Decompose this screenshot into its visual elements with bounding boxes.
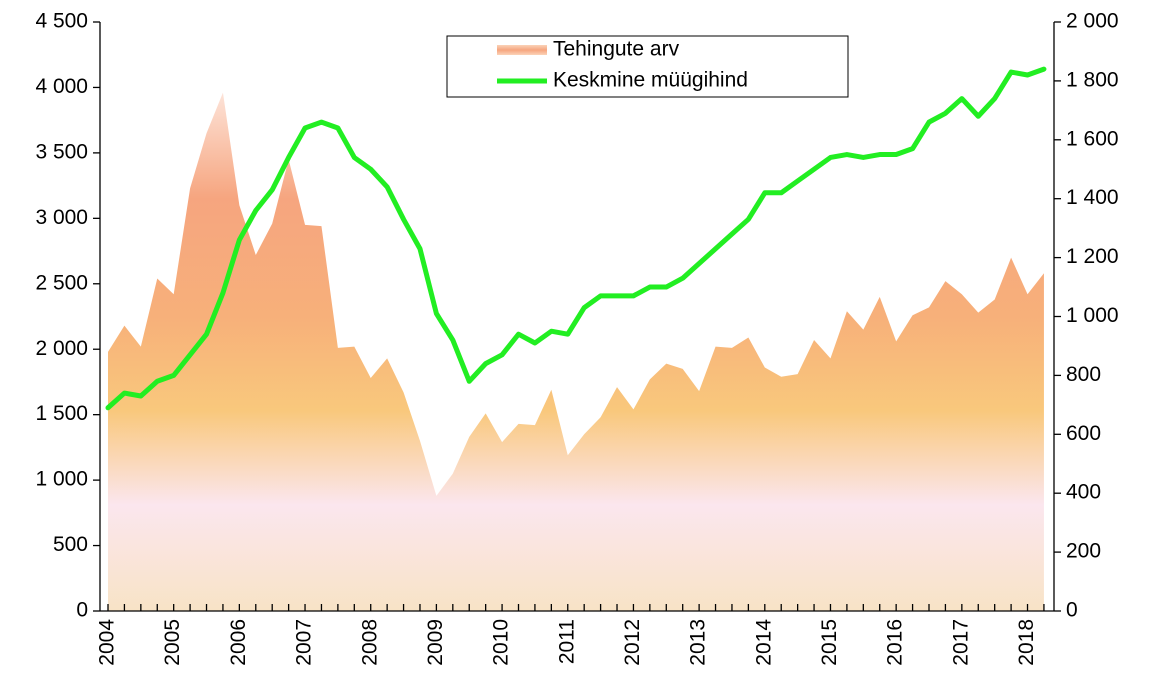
legend: Tehingute arv Keskmine müügihind [446,35,849,98]
y-tick-label: 3 000 [35,206,88,229]
x-tick-label: 2014 [752,619,775,666]
y2-tick-label: 800 [1066,363,1101,386]
legend-swatch [497,45,547,55]
y-tick-label: 2 500 [35,271,88,294]
y-tick-label: 1 000 [35,468,88,491]
x-tick-label: 2012 [621,619,644,666]
y2-tick-label: 400 [1066,481,1101,504]
y-tick-label: 4 000 [35,75,88,98]
x-tick-label: 2011 [555,619,578,664]
y2-tick-label: 0 [1066,599,1078,622]
x-tick-label: 2009 [424,619,447,666]
y2-tick-label: 1 000 [1066,304,1119,327]
area [108,92,1044,612]
plot-area: 0 500 1 000 1 500 2 000 2 500 3 000 3 500 4 000 4… [35,10,1118,666]
x-tick-label: 2004 [96,619,119,666]
y2-tick-label: 1 400 [1066,186,1119,209]
x-tick-label: 2005 [161,619,184,666]
y-tick-label: 1 500 [35,402,88,425]
y2-tick-label: 2 000 [1066,10,1119,33]
y-tick-label: 4 500 [35,10,88,33]
y2-tick-label: 1 200 [1066,245,1119,268]
x-tick-label: 2015 [818,619,841,666]
y2-tick-label: 600 [1066,422,1101,445]
x-tick-label: 2010 [490,619,513,666]
x-tick-label: 2016 [884,619,907,666]
x-tick-label: 2017 [949,619,972,666]
x-tick-label: 2006 [227,619,250,666]
y-tick-label: 2 000 [35,337,88,360]
x-tick-label: 2007 [293,619,316,666]
y2-tick-label: 200 [1066,540,1101,563]
y2-tick-label: 1 600 [1066,127,1119,150]
x-tick-label: 2013 [687,619,710,666]
y-tick-label: 500 [53,533,88,556]
x-tick-label: 2018 [1015,619,1038,666]
y-tick-label: 0 [76,599,88,622]
y-tick-label: 3 500 [35,140,88,163]
x-tick-label: 2008 [358,619,381,666]
line [105,66,1047,411]
legend-label: Keskmine müügihind [553,69,748,92]
y2-tick-label: 1 800 [1066,68,1119,91]
legend-label: Tehingute arv [553,38,680,61]
